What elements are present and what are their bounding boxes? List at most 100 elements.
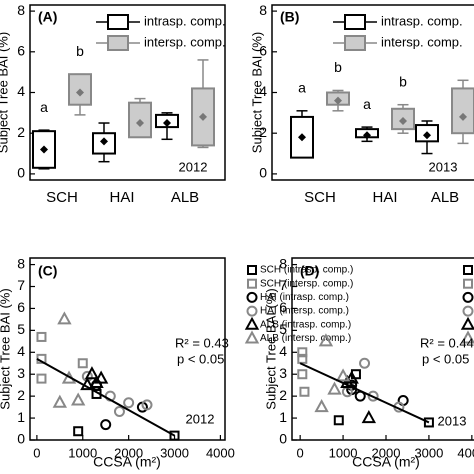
letter-label: b <box>334 59 342 75</box>
legend-marker <box>462 291 474 303</box>
letter-label: a <box>40 99 48 115</box>
y-tick-label: 1 <box>279 409 287 425</box>
y-tick-label: 8 <box>17 2 25 18</box>
fit-line <box>299 362 430 424</box>
legend-label: intersp. comp. <box>144 34 226 49</box>
y-tick-label: 4 <box>259 83 267 99</box>
point <box>57 311 72 325</box>
y-tick-label: 0 <box>259 165 267 181</box>
y-tick-label: 7 <box>279 277 287 293</box>
r2-label: R² = 0.44 <box>420 335 474 350</box>
legend-marker <box>463 265 473 275</box>
point <box>318 333 334 347</box>
legend-marker <box>244 330 260 344</box>
mean-marker <box>100 137 108 146</box>
x-tick-label: 0 <box>297 445 304 460</box>
legend-marker <box>462 305 474 317</box>
mean-marker <box>363 131 371 140</box>
point <box>36 331 47 342</box>
year-label: 2013 <box>429 159 458 174</box>
mean-marker <box>163 119 171 128</box>
point <box>361 409 377 424</box>
letter-label: b <box>399 73 407 89</box>
y-tick-label: 4 <box>279 343 287 359</box>
panel: 0 2 4 6 8 Subject Tree BAI (%) (B) 2013 SCH HAI AL… <box>249 2 474 206</box>
legend-label: intersp. comp. <box>381 34 463 49</box>
legend-box <box>107 35 129 51</box>
legend-label: HAI (intrasp. comp.) <box>260 292 349 303</box>
letter-label: b <box>76 43 84 59</box>
y-tick-label: 6 <box>17 43 25 59</box>
x-tick-label: 1000 <box>68 445 97 460</box>
point <box>70 392 86 406</box>
point <box>36 373 47 384</box>
year-label: 2013 <box>438 413 467 428</box>
x-tick-label: 3000 <box>160 445 189 460</box>
plot-frame <box>29 257 226 441</box>
y-tick-label: 1 <box>17 409 25 425</box>
legend-label: intrasp. comp. <box>381 13 463 28</box>
r2-label: R² = 0.43 <box>175 335 229 350</box>
x-tick-label: SCH <box>46 189 78 206</box>
y-tick-label: 8 <box>17 255 25 271</box>
point <box>367 390 379 402</box>
y-tick-label: 0 <box>279 431 287 447</box>
mean-marker <box>334 96 342 105</box>
mean-marker <box>399 116 407 125</box>
x-tick-label: SCH <box>304 189 336 206</box>
y-tick-label: 2 <box>279 387 287 403</box>
mean-marker <box>423 131 431 140</box>
x-tick-label: 1000 <box>329 445 358 460</box>
fit-line <box>36 357 176 437</box>
legend-marker <box>247 278 257 289</box>
point <box>297 369 308 380</box>
y-tick-label: 5 <box>17 321 25 337</box>
point <box>169 430 180 441</box>
point <box>344 370 359 384</box>
mean-marker <box>136 119 144 128</box>
y-tick-label: 2 <box>17 387 25 403</box>
x-tick-label: 4000 <box>457 445 474 460</box>
point <box>359 357 371 369</box>
letter-label: a <box>363 96 371 112</box>
point <box>335 368 351 382</box>
point <box>423 417 434 428</box>
x-axis-label: CCSA (m²) <box>352 454 420 470</box>
point <box>327 381 342 395</box>
point <box>77 358 88 369</box>
x-tick-label: HAI <box>372 189 397 206</box>
legend-label: SCH (intersp. comp.) <box>260 278 353 289</box>
legend-box <box>107 14 129 30</box>
point <box>52 394 68 408</box>
panel: 0 1 2 3 4 5 6 7 8 Subject Tree BAI (%) (D) 2013 0 100… <box>263 255 474 470</box>
legend-label: intrasp. comp. <box>144 13 226 28</box>
mean-marker <box>199 112 207 121</box>
point <box>297 347 308 358</box>
panel-tag: (D) <box>300 263 319 279</box>
legend-marker <box>244 316 260 330</box>
y-tick-label: 6 <box>279 299 287 315</box>
y-tick-label: 4 <box>17 343 25 359</box>
point <box>314 399 329 413</box>
y-tick-label: 5 <box>279 321 287 337</box>
legend-box <box>344 35 366 51</box>
legend-label: SCH (intrasp. comp.) <box>260 265 353 276</box>
y-tick-label: 7 <box>17 277 25 293</box>
legend-marker <box>246 291 258 303</box>
mean-marker <box>76 88 84 97</box>
y-tick-label: 8 <box>259 2 267 18</box>
point <box>100 419 112 431</box>
legend-marker <box>246 305 258 317</box>
point <box>141 399 153 411</box>
x-tick-label: 3000 <box>414 445 443 460</box>
y-tick-label: 3 <box>17 365 25 381</box>
x-tick-label: 2000 <box>114 445 143 460</box>
legend-marker <box>460 316 474 330</box>
y-tick-label: 4 <box>17 83 25 99</box>
y-tick-label: 3 <box>279 365 287 381</box>
x-tick-label: 0 <box>33 445 40 460</box>
legend-label: HAI (intersp. comp.) <box>260 306 349 317</box>
